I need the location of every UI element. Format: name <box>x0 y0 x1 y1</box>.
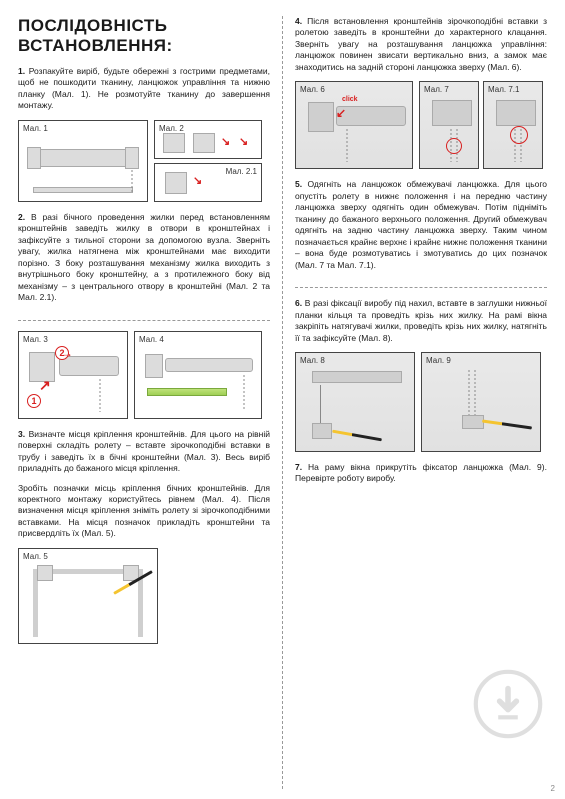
step-2-num: 2. <box>18 212 25 222</box>
figure-2-arrow-icon: ↘ <box>221 135 230 148</box>
watermark-icon <box>473 669 543 739</box>
fig-row-5: Мал. 5 <box>18 548 270 644</box>
figure-6-arrow-icon: ↙ <box>336 106 346 120</box>
figure-7-1: Мал. 7.1 <box>483 81 543 169</box>
figure-2-1-arrow-icon: ↘ <box>193 174 202 187</box>
figure-2-1: Мал. 2.1 ↘ <box>154 163 262 202</box>
figure-4-caption: Мал. 4 <box>139 335 164 344</box>
figure-9-caption: Мал. 9 <box>426 356 451 365</box>
step-6-text: 6. В разі фіксації виробу під нахил, вст… <box>295 298 547 344</box>
figure-7-caption: Мал. 7 <box>424 85 449 94</box>
screwdriver-icon-3 <box>482 420 532 430</box>
figure-5: Мал. 5 <box>18 548 158 644</box>
figure-7-1-illus <box>490 96 536 162</box>
step-3-text-b: Зробіть позначки місць кріплення бічних … <box>18 483 270 540</box>
page-title: ПОСЛІДОВНІСТЬ ВСТАНОВЛЕННЯ: <box>18 16 270 56</box>
step-6-num: 6. <box>295 298 302 308</box>
step-4-body: Після встановлення кронштейнів зірочкопо… <box>295 16 547 72</box>
figure-7-1-highlight-icon <box>510 126 528 144</box>
fig-row-1-2: Мал. 1 Мал. 2 ↘ <box>18 120 270 202</box>
step-3-body-a: Визначте місця кріплення кронштейнів. Дл… <box>18 429 270 473</box>
step-4-num: 4. <box>295 16 302 26</box>
step-7-num: 7. <box>295 462 302 472</box>
figure-3-arrow-icon: ↗ <box>39 377 51 394</box>
page-number: 2 <box>551 784 555 793</box>
figure-3-illus: 1 2 ↗ → <box>25 346 121 412</box>
figure-7-highlight-icon <box>446 138 462 154</box>
figure-1: Мал. 1 <box>18 120 148 202</box>
figure-3-badge-1: 1 <box>27 394 41 408</box>
figure-8-illus <box>302 367 408 445</box>
level-tool-icon <box>147 388 227 396</box>
fig-row-6-7: Мал. 6 click ↙ Мал. 7 <box>295 81 547 169</box>
figure-3-arrow-icon-2: → <box>61 346 73 360</box>
step-6-body: В разі фіксації виробу під нахил, вставт… <box>295 298 547 342</box>
step-1-text: 1. Розпакуйте виріб, будьте обережні з г… <box>18 66 270 112</box>
figure-6-illus: click ↙ <box>302 96 406 162</box>
figure-9: Мал. 9 <box>421 352 541 452</box>
figure-2: Мал. 2 ↘ ↘ <box>154 120 262 159</box>
page: ПОСЛІДОВНІСТЬ ВСТАНОВЛЕННЯ: 1. Розпакуйт… <box>0 0 565 799</box>
fig-row-3-4: Мал. 3 1 2 ↗ → Мал. 4 <box>18 331 270 419</box>
step-7-text: 7. На раму вікна прикрутіть фіксатор лан… <box>295 462 547 485</box>
figure-7-illus <box>426 96 472 162</box>
figure-7: Мал. 7 <box>419 81 479 169</box>
figure-6-click-label: click <box>342 96 358 103</box>
two-column-layout: ПОСЛІДОВНІСТЬ ВСТАНОВЛЕННЯ: 1. Розпакуйт… <box>18 16 547 789</box>
step-7-body: На раму вікна прикрутіть фіксатор ланцюж… <box>295 462 547 483</box>
figure-3: Мал. 3 1 2 ↗ → <box>18 331 128 419</box>
left-divider <box>18 320 270 321</box>
figure-4-illus <box>141 346 255 412</box>
figure-6: Мал. 6 click ↙ <box>295 81 413 169</box>
figure-4: Мал. 4 <box>134 331 262 419</box>
step-5-body: Одягніть на ланцюжок обмежувачі ланцюжка… <box>295 179 547 269</box>
step-5-text: 5. Одягніть на ланцюжок обмежувачі ланцю… <box>295 179 547 271</box>
figure-3-caption: Мал. 3 <box>23 335 48 344</box>
figure-9-illus <box>428 367 534 445</box>
figure-5-caption: Мал. 5 <box>23 552 48 561</box>
step-4-text: 4. Після встановлення кронштейнів зірочк… <box>295 16 547 73</box>
figure-2-1-illus: ↘ <box>159 168 257 197</box>
step-1-num: 1. <box>18 66 25 76</box>
figure-5-illus <box>25 563 151 637</box>
figure-2-illus: ↘ ↘ <box>159 133 257 154</box>
right-divider <box>295 287 547 288</box>
figure-7-1-caption: Мал. 7.1 <box>488 85 519 94</box>
figure-8-caption: Мал. 8 <box>300 356 325 365</box>
left-column: ПОСЛІДОВНІСТЬ ВСТАНОВЛЕННЯ: 1. Розпакуйт… <box>18 16 283 789</box>
step-3-text-a: 3. Визначте місця кріплення кронштейнів.… <box>18 429 270 475</box>
screwdriver-icon-2 <box>332 430 382 442</box>
figure-8: Мал. 8 <box>295 352 415 452</box>
step-2-body: В разі бічного проведення жилки перед вс… <box>18 212 270 302</box>
fig-row-8-9: Мал. 8 Мал. 9 <box>295 352 547 452</box>
step-5-num: 5. <box>295 179 302 189</box>
figure-6-caption: Мал. 6 <box>300 85 325 94</box>
step-2-text: 2. В разі бічного проведення жилки перед… <box>18 212 270 304</box>
figure-1-caption: Мал. 1 <box>23 124 48 133</box>
step-1-body: Розпакуйте виріб, будьте обережні з гост… <box>18 66 270 110</box>
step-3-num: 3. <box>18 429 25 439</box>
figure-1-illus <box>25 135 141 195</box>
figure-2-caption: Мал. 2 <box>159 124 184 133</box>
figure-2-arrow-icon-2: ↘ <box>239 135 248 148</box>
